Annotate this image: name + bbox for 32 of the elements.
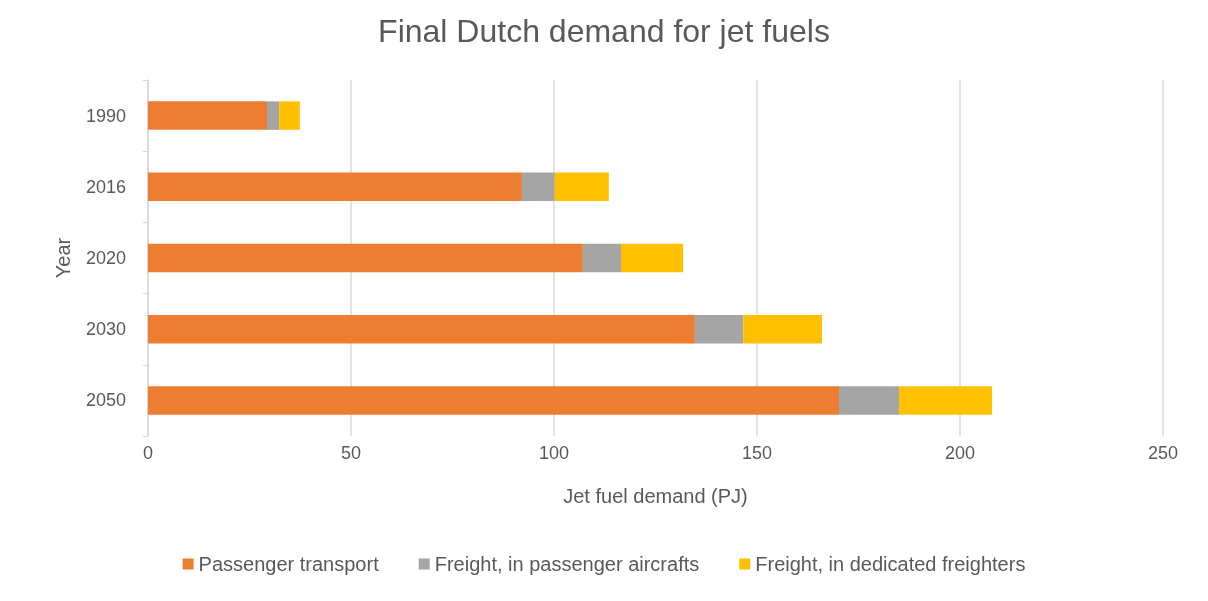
y-tick-label: 2050 xyxy=(85,390,126,411)
x-tick-label: 50 xyxy=(340,443,362,463)
y-tick-label: 2016 xyxy=(85,176,126,197)
bar xyxy=(521,172,555,202)
bar xyxy=(694,314,744,344)
bar xyxy=(279,101,300,130)
bar xyxy=(148,101,267,130)
x-tick-label: 0 xyxy=(142,443,154,463)
y-tick-label: 1990 xyxy=(85,105,126,126)
bar xyxy=(266,101,280,130)
bar xyxy=(554,172,609,202)
bar xyxy=(148,243,583,273)
y-tick-label: 2030 xyxy=(85,319,126,340)
x-axis-title: Jet fuel demand (PJ) xyxy=(563,485,748,507)
legend-label: Freight, in passenger aircrafts xyxy=(434,553,700,575)
x-tick-label: 100 xyxy=(538,443,570,463)
bar xyxy=(839,386,900,415)
bar xyxy=(743,314,822,344)
bar xyxy=(620,243,684,273)
bar xyxy=(148,386,840,415)
bar xyxy=(148,314,695,344)
y-tick-label: 2020 xyxy=(85,248,126,268)
bar xyxy=(148,172,522,202)
legend-label: Passenger transport xyxy=(198,553,380,575)
x-tick-label: 200 xyxy=(944,443,976,463)
legend-label: Freight, in dedicated freighters xyxy=(755,553,1026,575)
chart-title: Final Dutch demand for jet fuels xyxy=(378,13,830,49)
bar xyxy=(582,243,621,273)
bar xyxy=(899,386,993,415)
y-axis-title: Year xyxy=(52,237,74,279)
x-tick-label: 250 xyxy=(1147,443,1179,463)
x-tick-label: 150 xyxy=(741,443,773,463)
